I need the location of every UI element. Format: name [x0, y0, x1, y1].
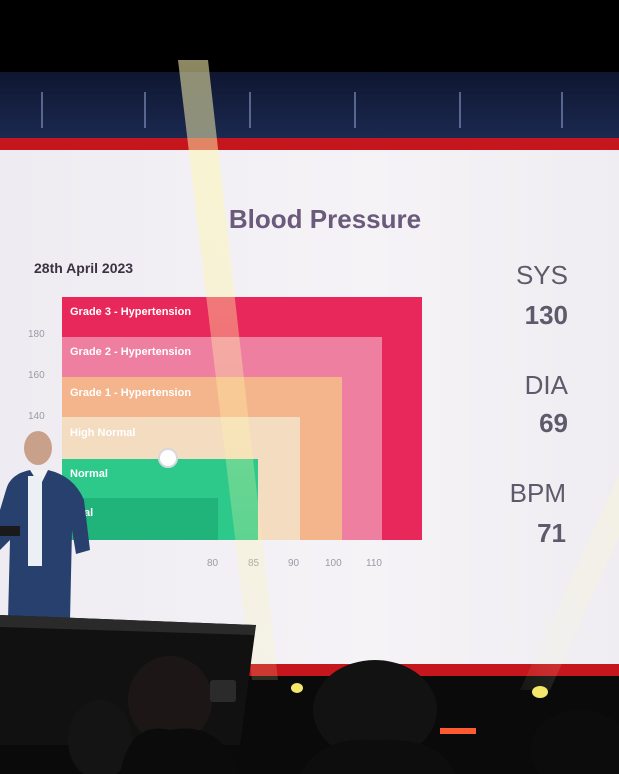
audience-silhouettes — [68, 656, 619, 774]
zone-label: Grade 2 - Hypertension — [70, 346, 192, 358]
reading-marker — [158, 448, 178, 468]
bpm-label: BPM — [509, 478, 566, 508]
zone-rmal — [62, 498, 218, 540]
stage-light-beam — [520, 475, 619, 690]
x-tick-label: 90 — [288, 558, 300, 569]
zone-label: Grade 3 - Hypertension — [70, 306, 192, 318]
bpm-value: 71 — [537, 518, 566, 548]
x-tick-label: 100 — [325, 558, 342, 569]
stage-truss — [0, 72, 619, 142]
screen-top-border — [0, 138, 619, 152]
slide-date: 28th April 2023 — [34, 260, 134, 276]
x-tick-label: 110 — [366, 558, 382, 569]
slide-title: Blood Pressure — [228, 204, 422, 234]
sys-label: SYS — [515, 260, 568, 290]
y-tick-label: 140 — [28, 411, 45, 422]
spotlight-beam — [178, 60, 278, 680]
y-tick-label: 180 — [28, 329, 45, 340]
sys-value: 130 — [524, 300, 568, 330]
zone-label: Normal — [70, 468, 108, 480]
speaker-figure — [0, 431, 90, 620]
dia-value: 69 — [539, 408, 568, 438]
dia-label: DIA — [524, 370, 568, 400]
zone-label: High Normal — [70, 427, 136, 439]
zone-label: Grade 1 - Hypertension — [70, 387, 192, 399]
y-tick-label: 160 — [28, 370, 45, 381]
x-tick-label: 80 — [207, 558, 219, 569]
stage-lights — [41, 92, 563, 128]
